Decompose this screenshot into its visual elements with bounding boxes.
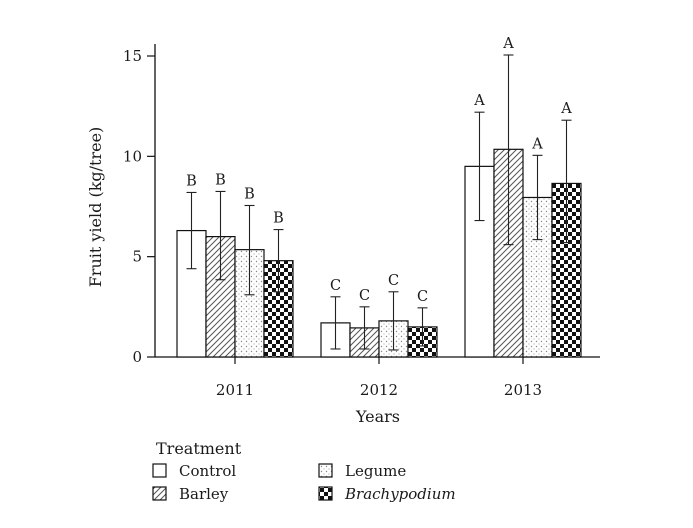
sig-label-control-2013: A bbox=[473, 93, 485, 109]
sig-label-brachypodium-2012: C bbox=[417, 289, 428, 305]
legend-label-brachypodium: Brachypodium bbox=[344, 485, 456, 503]
significance-labels: B B B B C C C C A A A A bbox=[186, 36, 572, 305]
bars bbox=[176, 148, 582, 358]
sig-label-barley-2012: C bbox=[359, 288, 370, 304]
x-tick-label-2012: 2012 bbox=[360, 381, 398, 399]
legend-swatch-barley bbox=[152, 486, 167, 501]
y-tick-label-15: 15 bbox=[123, 47, 142, 65]
y-tick-label-10: 10 bbox=[123, 147, 142, 165]
sig-label-brachypodium-2011: B bbox=[273, 211, 284, 227]
sig-label-legume-2011: B bbox=[244, 186, 255, 202]
x-tick-label-2013: 2013 bbox=[504, 381, 542, 399]
sig-label-barley-2013: A bbox=[502, 36, 514, 52]
x-axis-title: Years bbox=[355, 407, 400, 426]
legend-swatch-brachypodium bbox=[318, 486, 333, 501]
error-bars bbox=[186, 54, 572, 351]
legend-swatch-control bbox=[152, 463, 167, 478]
sig-label-control-2011: B bbox=[186, 173, 197, 189]
legend: Treatment Control Barley Legume Brachypo… bbox=[152, 439, 456, 503]
x-tick-label-2011: 2011 bbox=[216, 381, 254, 399]
legend-label-control: Control bbox=[179, 462, 236, 480]
y-tick-label-0: 0 bbox=[132, 348, 142, 366]
sig-label-barley-2011: B bbox=[215, 172, 226, 188]
sig-label-control-2012: C bbox=[330, 278, 341, 294]
legend-label-barley: Barley bbox=[179, 485, 229, 503]
legend-label-legume: Legume bbox=[345, 462, 406, 480]
sig-label-legume-2012: C bbox=[388, 273, 399, 289]
y-tick-label-5: 5 bbox=[132, 248, 142, 266]
legend-swatch-legume bbox=[318, 463, 333, 478]
sig-label-brachypodium-2013: A bbox=[560, 101, 572, 117]
legend-title: Treatment bbox=[156, 439, 242, 458]
sig-label-legume-2013: A bbox=[531, 136, 543, 152]
y-axis-title: Fruit yield (kg/tree) bbox=[86, 127, 105, 288]
